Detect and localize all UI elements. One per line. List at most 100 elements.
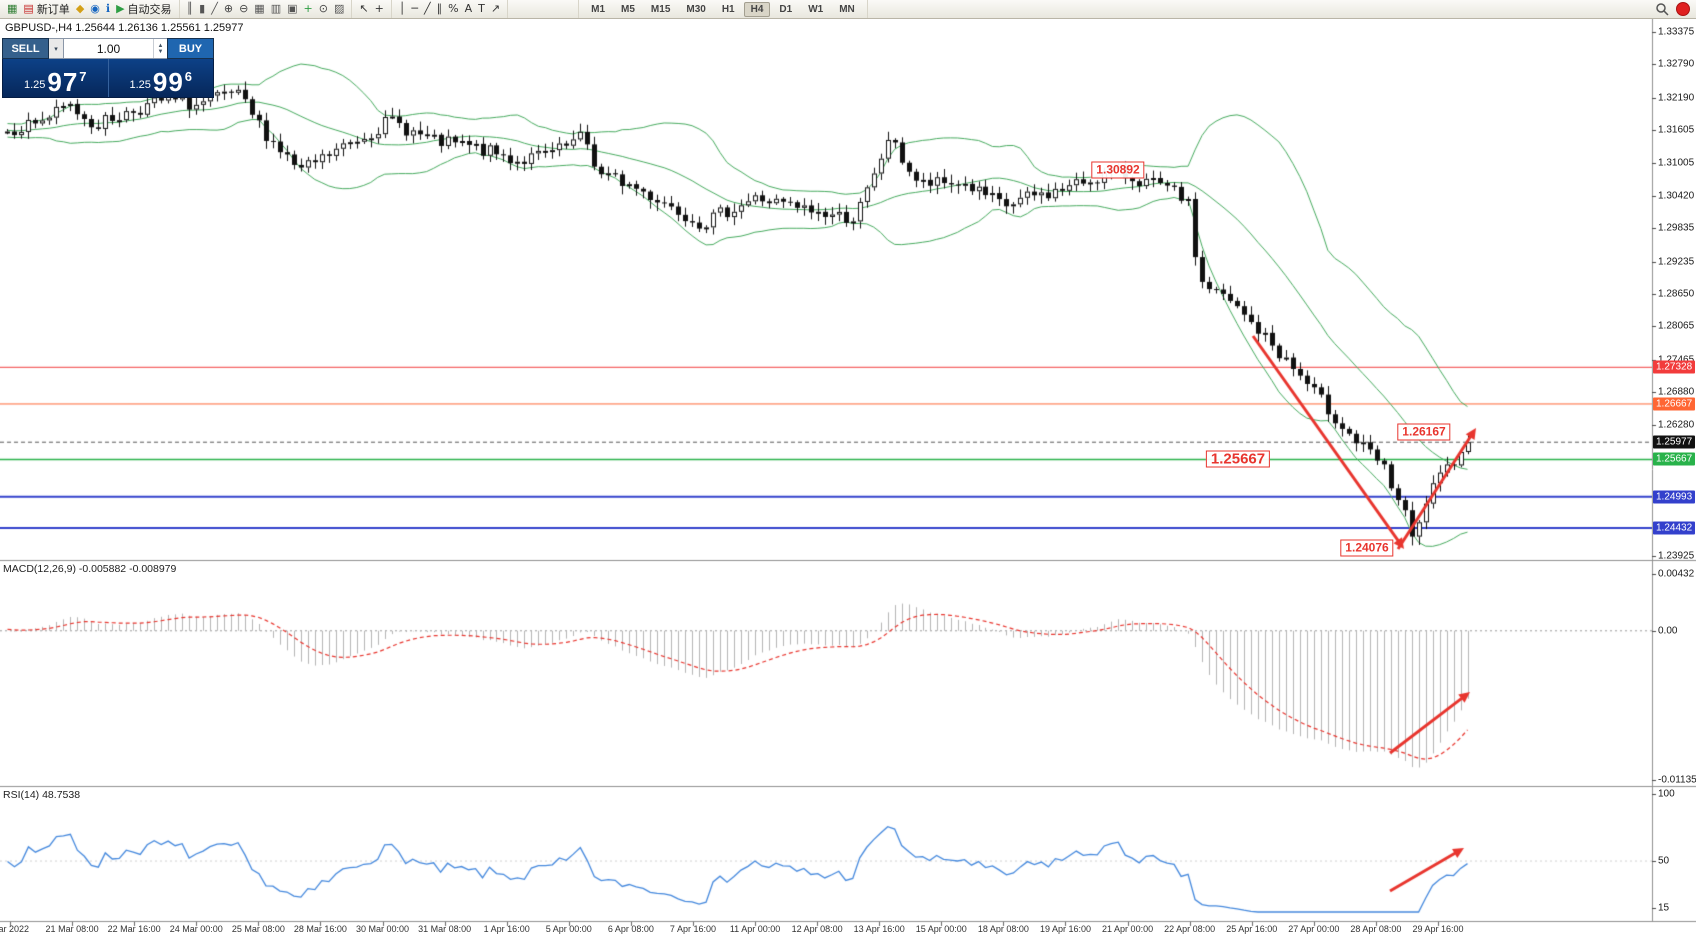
new-chart-icon: ▦ [7,2,18,15]
arrows-tool-icon: ↗ [490,2,501,15]
time-axis-label: 22 Mar 16:00 [107,924,161,934]
trendline-tool-icon[interactable]: ╱ [421,1,434,17]
notification-badge-icon[interactable] [1676,2,1690,16]
volume-dropdown-icon[interactable]: ▾ [49,38,64,59]
vertical-line-tool-icon[interactable]: │ [396,1,409,17]
cursor-icon: ↖ [359,2,369,15]
bar-chart-mode-icon[interactable]: ║ [184,1,197,17]
text-label-tool-icon: T [478,2,485,15]
auto-scroll-icon: ▥ [270,2,282,15]
rsi-indicator-label: RSI(14) 48.7538 [3,789,81,801]
line-chart-mode-icon: ╱ [211,2,218,15]
price-tick: 1.32790 [1658,58,1695,70]
time-axis-label: 29 Apr 16:00 [1412,924,1464,934]
time-axis-label: 28 Mar 16:00 [293,924,347,934]
price-tick: 1.28650 [1658,288,1695,300]
text-tool-icon[interactable]: A [462,1,476,17]
timeframe-w1-button[interactable]: W1 [808,3,824,15]
price-tick: 1.23925 [1658,550,1695,562]
horizontal-line-tool-icon[interactable]: ─ [408,1,421,17]
zoom-out-icon[interactable]: ⊖ [236,1,251,17]
periods-icon[interactable]: ⊙ [316,1,331,17]
macd-tick: -0.01135 [1658,774,1696,786]
new-order-button[interactable]: ▤ 新订单 [20,1,72,17]
timeframe-m30-button[interactable]: M30 [686,3,706,15]
time-axis-label: 7 Apr 16:00 [669,924,716,934]
data-window-icon[interactable]: ℹ [103,1,113,17]
toolbar-group: ║ ▮ ╱ ⊕ ⊖ ▦ ▥ ▣ + ⊙ ▨ [180,0,353,18]
buy-price-sup: 6 [184,69,193,84]
candlestick-mode-icon: ▮ [199,2,206,15]
crosshair-icon[interactable]: + [372,1,387,17]
price-axis-box[interactable]: 1.27328 [1653,360,1696,374]
volume-value: 1.00 [96,41,121,56]
sell-price-prefix: 1.25 [23,79,46,91]
search-icon[interactable] [1655,2,1669,16]
sell-button[interactable]: SELL [2,38,49,59]
tile-windows-icon[interactable]: ▦ [251,1,267,17]
templates-icon: ▨ [333,2,345,15]
zoom-in-icon[interactable]: ⊕ [221,1,236,17]
text-label-tool-icon[interactable]: T [475,1,488,17]
new-chart-icon[interactable]: ▦ [4,1,20,17]
profiles-icon[interactable]: ◆ [73,1,87,17]
chart-ohlc-header: GBPUSD-,H4 1.25644 1.26136 1.25561 1.259… [5,22,244,34]
sell-price-display[interactable]: 1.25 97 7 [3,59,109,97]
timeframe-h1-button[interactable]: H1 [721,3,735,15]
price-axis-box[interactable]: 1.25667 [1653,452,1696,466]
indicators-icon[interactable]: + [301,1,316,17]
timeframe-d1-button[interactable]: D1 [779,3,793,15]
time-axis-label: Mar 2022 [0,924,30,934]
auto-scroll-icon[interactable]: ▥ [268,1,284,17]
vertical-line-tool-icon: │ [398,2,406,15]
price-axis-box[interactable]: 1.24993 [1653,490,1696,504]
autotrading-label: 自动交易 [127,4,172,16]
market-watch-icon[interactable]: ◉ [87,1,103,17]
timeframe-m1-button[interactable]: M1 [591,3,606,15]
time-axis-label: 22 Apr 08:00 [1164,924,1216,934]
timeframe-h4-button[interactable]: H4 [743,1,771,17]
chart-shift-icon[interactable]: ▣ [284,1,300,17]
price-tick: 1.30420 [1658,190,1695,202]
new-order-icon: ▤ [23,2,34,15]
toolbar-group: ▦ ▤ 新订单 ◆ ◉ ℹ ▶ 自动交易 [0,0,180,18]
time-axis-label: 25 Mar 08:00 [231,924,285,934]
channel-tool-icon[interactable]: ∥ [434,1,446,17]
price-tick: 1.26880 [1658,386,1695,398]
line-chart-mode-icon[interactable]: ╱ [208,1,221,17]
time-axis-label: 1 Apr 16:00 [483,924,530,934]
volume-up-icon[interactable]: ▲ [157,42,164,49]
macd-tick: 0.00432 [1658,568,1695,580]
indicators-icon: + [303,2,313,15]
profiles-icon: ◆ [75,2,85,15]
volume-down-icon[interactable]: ▼ [157,48,164,55]
price-axis-box[interactable]: 1.25977 [1653,435,1696,449]
buy-button[interactable]: BUY [167,38,214,59]
cursor-icon[interactable]: ↖ [356,1,371,17]
volume-input[interactable]: 1.00 ▲ ▼ [64,38,167,59]
price-annotation: 1.30892 [1091,161,1145,179]
bar-chart-mode-icon: ║ [186,2,194,15]
timeframe-mn-button[interactable]: MN [839,3,855,15]
arrows-tool-icon[interactable]: ↗ [488,1,503,17]
templates-icon[interactable]: ▨ [331,1,347,17]
price-tick: 1.31605 [1658,124,1695,136]
volume-spinner[interactable]: ▲ ▼ [153,39,167,58]
timeframe-m15-button[interactable]: M15 [650,3,671,15]
time-axis-label: 12 Apr 08:00 [791,924,843,934]
zoom-in-icon: ⊕ [223,2,234,15]
fibonacci-tool-icon[interactable]: % [445,1,461,17]
price-axis-box[interactable]: 1.26667 [1653,397,1696,411]
price-axis-box[interactable]: 1.24432 [1653,521,1696,535]
price-annotation: 1.24076 [1340,539,1394,557]
horizontal-line-tool-icon: ─ [411,2,419,15]
timeframe-m5-button[interactable]: M5 [621,3,635,15]
toolbar-icon-groups: ▦ ▤ 新订单 ◆ ◉ ℹ ▶ 自动交易 ║ ▮ ╱ ⊕ ⊖ ▦ ▥ ▣ + ⊙ ▨ ↖ + │ ─ ╱ ∥% A T ↗ [0,0,509,18]
chart-shift-icon: ▣ [287,2,298,15]
autotrading-button[interactable]: ▶ 自动交易 [113,1,174,17]
toolbar-right [1655,2,1696,16]
time-axis-label: 5 Apr 00:00 [545,924,592,934]
candlestick-mode-icon[interactable]: ▮ [196,1,208,17]
buy-price-display[interactable]: 1.25 99 6 [109,59,214,97]
